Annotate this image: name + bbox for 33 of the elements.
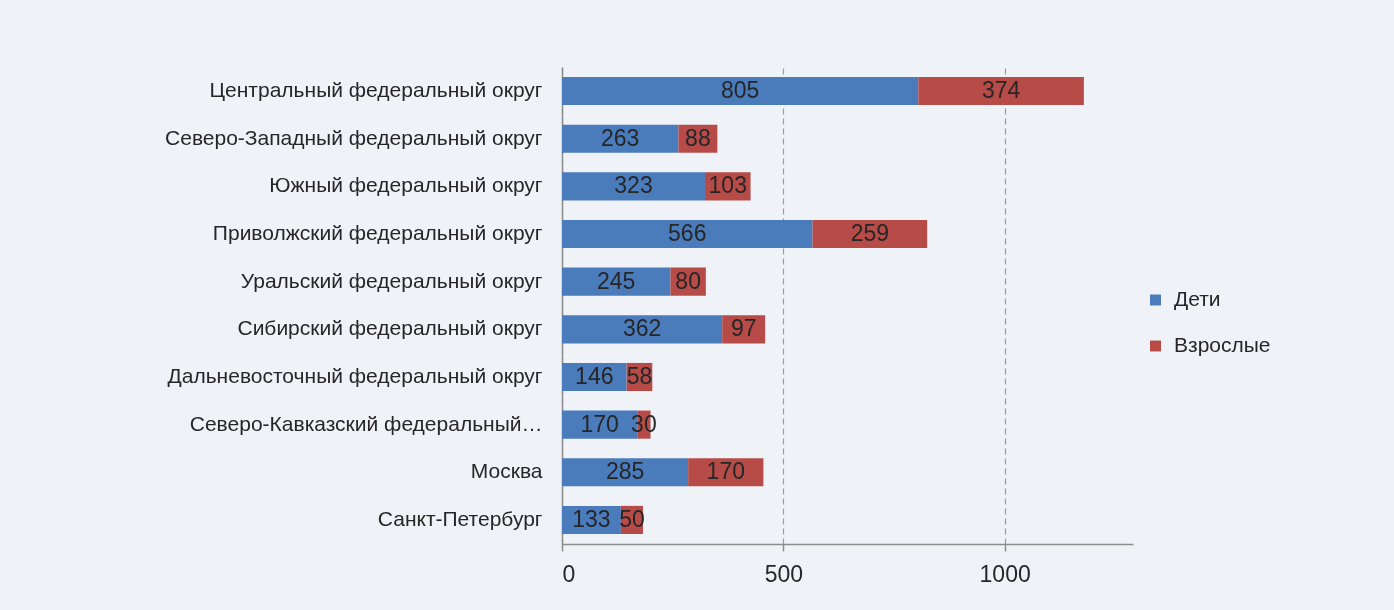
data-label: 374	[981, 77, 1021, 104]
data-label: 58	[626, 362, 653, 389]
y-tick-label: Санкт-Петербург	[377, 506, 543, 530]
y-tick-label: Уральский федеральный округ	[240, 268, 543, 292]
x-tick-label: 500	[764, 560, 804, 587]
data-label: 805	[720, 77, 760, 104]
y-tick-label: Северо-Кавказский федеральный…	[189, 411, 543, 435]
data-label: 259	[850, 220, 890, 247]
y-tick-label: Южный федеральный округ	[269, 173, 543, 197]
data-label: 362	[622, 315, 662, 342]
y-tick-label: Северо-Западный федеральный округ	[165, 125, 543, 149]
data-label: 170	[706, 458, 745, 485]
x-tick-label: 0	[562, 560, 576, 587]
y-tick-label: Москва	[470, 459, 543, 483]
data-label: 146	[575, 362, 614, 389]
data-label: 80	[675, 267, 701, 294]
data-label: 133	[572, 505, 611, 532]
x-tick-label: 1000	[979, 560, 1031, 587]
y-tick-label: Сибирский федеральный округ	[237, 316, 543, 340]
data-label: 285	[605, 458, 645, 485]
data-label: 323	[614, 172, 653, 199]
data-label: 566	[668, 220, 707, 247]
legend-label: Дети	[1174, 287, 1221, 310]
data-label: 245	[597, 267, 636, 294]
y-tick-label: Приволжский федеральный округ	[212, 221, 543, 245]
y-tick-label: Центральный федеральный округ	[209, 78, 543, 102]
data-label: 103	[708, 172, 747, 199]
data-label: 88	[685, 124, 711, 151]
data-label: 170	[580, 410, 619, 437]
legend-label: Взрослые	[1174, 333, 1271, 356]
y-tick-label: Дальневосточный федеральный округ	[167, 363, 543, 387]
data-label: 263	[601, 124, 640, 151]
data-label: 97	[730, 315, 757, 342]
